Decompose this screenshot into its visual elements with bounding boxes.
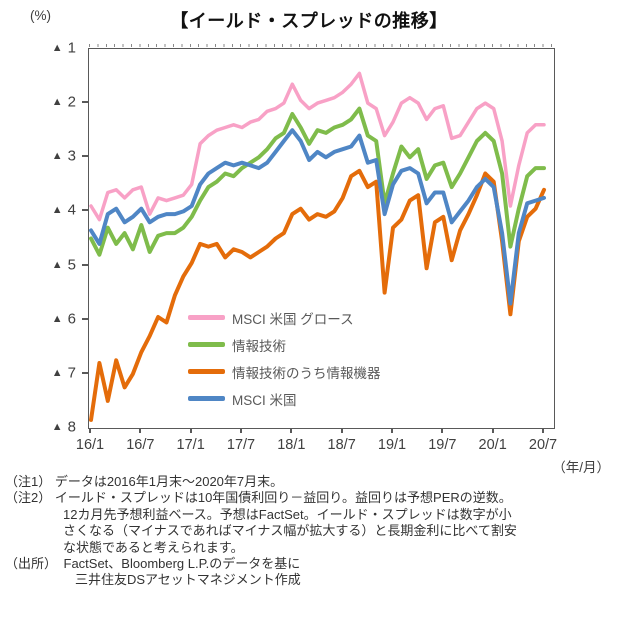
negative-triangle-icon: ▲ bbox=[51, 312, 63, 325]
negative-triangle-icon: ▲ bbox=[51, 42, 63, 54]
y-axis-value: 1 bbox=[67, 39, 76, 57]
series-plot bbox=[89, 71, 546, 422]
x-axis-tick bbox=[139, 428, 142, 433]
legend-item-info-tech: 情報技術 bbox=[188, 331, 381, 358]
legend-line-swatch bbox=[188, 342, 225, 347]
x-axis-label: 20/7 bbox=[528, 437, 558, 453]
series-line-info-equipment bbox=[89, 168, 546, 422]
x-axis-label: 17/1 bbox=[176, 437, 205, 453]
y-axis-value: 3 bbox=[67, 147, 76, 165]
y-axis-label: ▲ 7 bbox=[22, 364, 76, 383]
x-axis-label: 20/1 bbox=[478, 437, 507, 453]
negative-triangle-icon: ▲ bbox=[51, 366, 63, 379]
x-axis-tick bbox=[240, 428, 242, 433]
y-axis-tick bbox=[82, 209, 88, 212]
y-axis-label: ▲ 8 bbox=[22, 418, 76, 437]
y-axis-label: ▲ 3 bbox=[22, 147, 76, 166]
y-axis-value: 2 bbox=[67, 93, 76, 111]
top-minor-ticks bbox=[89, 44, 554, 47]
x-axis-tick bbox=[542, 428, 544, 433]
x-axis-tick bbox=[89, 428, 91, 433]
x-axis-label: 19/7 bbox=[428, 437, 457, 453]
x-axis-tick bbox=[340, 428, 343, 433]
y-axis-label: ▲ 1 bbox=[22, 39, 76, 58]
y-axis-tick bbox=[82, 317, 88, 320]
x-axis-tick bbox=[391, 428, 393, 433]
legend: MSCI 米国 グロース 情報技術情報技術のうち情報機器 MSCI 米国 bbox=[188, 304, 381, 412]
note-line: （注1） データは2016年1月末～2020年7月末。 bbox=[5, 474, 284, 489]
y-axis-value: 4 bbox=[67, 201, 76, 219]
y-axis-value: 8 bbox=[67, 418, 76, 436]
y-axis-tick bbox=[82, 263, 88, 266]
negative-triangle-icon: ▲ bbox=[51, 421, 63, 433]
y-axis-value: 7 bbox=[67, 364, 76, 382]
x-axis-tick bbox=[189, 428, 192, 433]
legend-line-swatch bbox=[188, 315, 225, 320]
legend-item-info-equipment: 情報技術のうち情報機器 bbox=[188, 358, 381, 385]
x-axis-label: 17/7 bbox=[226, 437, 256, 453]
chart-title: 【イールド・スプレッドの推移】 bbox=[170, 11, 448, 31]
note-line: 三井住友DSアセットマネジメント作成 bbox=[75, 572, 301, 588]
legend-line-swatch bbox=[188, 369, 225, 374]
series-line-info-tech bbox=[89, 106, 546, 257]
x-axis-label: 16/7 bbox=[126, 437, 155, 453]
x-axis-tick bbox=[491, 428, 494, 433]
x-axis-label: 19/1 bbox=[377, 437, 407, 453]
series-line-msci-us bbox=[89, 128, 546, 306]
note-line: （出所） FactSet、Bloomberg L.P.のデータを基に bbox=[5, 556, 301, 572]
footnotes-block: （注1） データは2016年1月末～2020年7月末。 （注2） イールド・スプレ… bbox=[5, 474, 615, 589]
x-axis-label: 16/1 bbox=[75, 437, 105, 453]
legend-label: MSCI 米国 グロース bbox=[232, 311, 354, 327]
x-axis-unit-label: （年/月） bbox=[552, 460, 610, 475]
negative-triangle-icon: ▲ bbox=[51, 150, 63, 163]
x-axis-label: 18/7 bbox=[327, 437, 356, 453]
note-line: な状態であると考えられます。 bbox=[63, 539, 244, 555]
x-axis-tick bbox=[441, 428, 444, 433]
legend-line-swatch bbox=[188, 396, 225, 401]
legend-label: 情報技術 bbox=[232, 338, 286, 354]
x-axis-label: 18/1 bbox=[277, 437, 306, 453]
legend-item-msci-us: MSCI 米国 bbox=[188, 385, 381, 412]
y-axis-label: ▲ 4 bbox=[22, 201, 76, 220]
y-axis-value: 5 bbox=[67, 256, 76, 274]
note-line: 12カ月先予想利益ベース。予想はFactSet。イールド・スプレッドは数字が小 bbox=[63, 506, 512, 522]
y-axis-unit-label: (%) bbox=[30, 8, 51, 23]
y-axis-tick bbox=[82, 371, 88, 374]
series-line-msci-us-growth bbox=[89, 71, 546, 222]
negative-triangle-icon: ▲ bbox=[51, 204, 63, 217]
note-line: さくなる（マイナスであればマイナス幅が拡大する）と長期金利に比べて割安 bbox=[63, 523, 517, 539]
y-axis-label: ▲ 5 bbox=[22, 256, 76, 275]
note-line: （注2） イールド・スプレッドは10年国債利回り－益回り。益回りは予想PERの逆… bbox=[5, 490, 512, 506]
legend-label: MSCI 米国 bbox=[232, 392, 297, 408]
legend-item-msci-us-growth: MSCI 米国 グロース bbox=[188, 304, 381, 331]
plot-area bbox=[88, 44, 555, 429]
negative-triangle-icon: ▲ bbox=[51, 258, 63, 271]
y-axis-tick bbox=[82, 155, 88, 158]
y-axis-label: ▲ 2 bbox=[22, 93, 76, 112]
legend-label: 情報技術のうち情報機器 bbox=[232, 365, 381, 381]
y-axis-value: 6 bbox=[67, 310, 76, 328]
x-axis-tick bbox=[290, 428, 293, 433]
negative-triangle-icon: ▲ bbox=[51, 96, 63, 109]
y-axis-tick bbox=[82, 101, 88, 104]
y-axis-label: ▲ 6 bbox=[22, 310, 76, 329]
